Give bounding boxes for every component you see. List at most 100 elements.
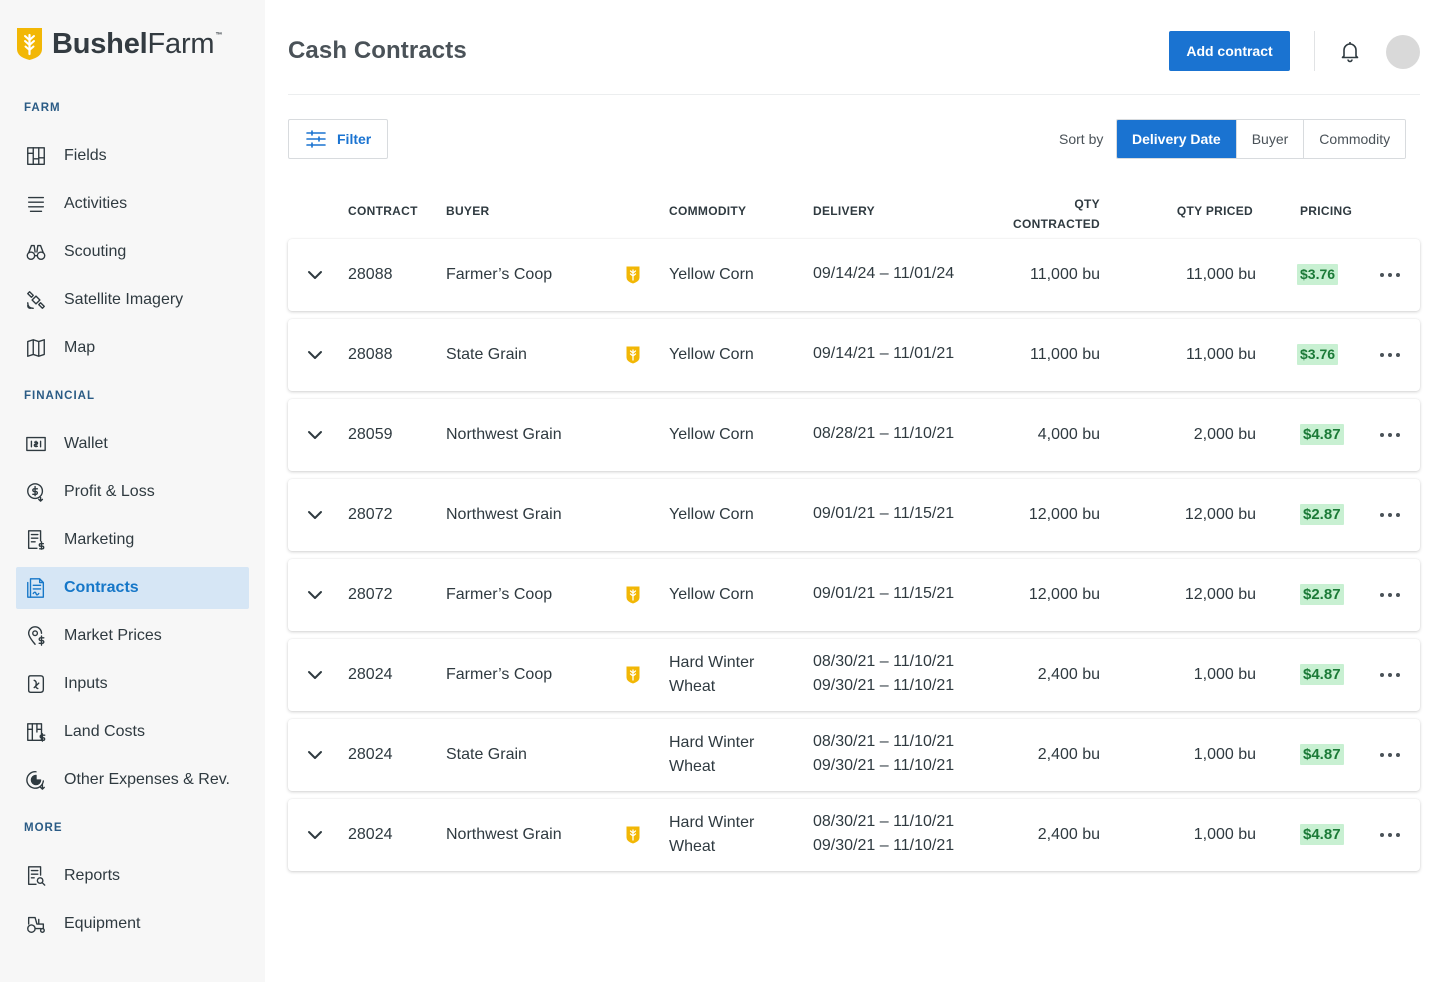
sidebar-item-marketing[interactable]: Marketing [16, 519, 249, 561]
commodity-line: Yellow Corn [669, 506, 754, 523]
sort-option-buyer[interactable]: Buyer [1235, 120, 1304, 158]
more-options-icon[interactable] [1379, 825, 1401, 845]
column-header-pricing[interactable]: PRICING [1300, 204, 1353, 218]
filter-label: Filter [337, 131, 372, 147]
chevron-down-icon[interactable] [305, 745, 325, 765]
table-row[interactable]: 28059 Northwest Grain Yellow Corn 08/28/21 … [288, 399, 1420, 471]
table-row[interactable]: 28024 Northwest Grain Hard Winter Wheat 08/3… [288, 799, 1420, 871]
sidebar-item-label: Contracts [64, 579, 139, 596]
column-header-delivery[interactable]: DELIVERY [813, 204, 875, 218]
commodity: Yellow Corn [669, 503, 754, 527]
more-options-icon[interactable] [1379, 505, 1401, 525]
chevron-down-icon[interactable] [305, 265, 325, 285]
more-options-icon[interactable] [1379, 425, 1401, 445]
filter-sliders-icon [306, 130, 326, 148]
delivery-range: 08/30/21 – 11/10/21 [813, 653, 955, 670]
table-row[interactable]: 28024 State Grain Hard Winter Wheat 08/30/21… [288, 719, 1420, 791]
more-options-icon[interactable] [1379, 345, 1401, 365]
sidebar-item-label: Other Expenses & Rev. [64, 771, 230, 788]
chevron-down-icon[interactable] [305, 665, 325, 685]
more-options-icon[interactable] [1379, 265, 1401, 285]
sidebar-item-activities[interactable]: Activities [16, 183, 249, 225]
column-header-contract[interactable]: CONTRACT [348, 204, 418, 218]
chevron-down-icon[interactable] [305, 345, 325, 365]
sidebar-item-contracts[interactable]: Contracts [16, 567, 249, 609]
marketing-icon [24, 528, 48, 552]
commodity: Yellow Corn [669, 343, 754, 367]
section-label-financial: FINANCIAL [24, 390, 95, 402]
table-row[interactable]: 28072 Farmer’s Coop Yellow Corn 09/01/21 – … [288, 559, 1420, 631]
delivery-range: 09/14/21 – 11/01/21 [813, 345, 955, 362]
chevron-down-icon[interactable] [305, 585, 325, 605]
price-badge: $4.87 [1300, 664, 1344, 685]
table-row[interactable]: 28072 Northwest Grain Yellow Corn 09/01/21 … [288, 479, 1420, 551]
sidebar-item-profit-loss[interactable]: Profit & Loss [16, 471, 249, 513]
sidebar-item-market-prices[interactable]: Market Prices [16, 615, 249, 657]
delivery-range: 09/01/21 – 11/15/21 [813, 505, 955, 522]
delivery-range: 08/28/21 – 11/10/21 [813, 425, 955, 442]
contract-number: 28059 [348, 426, 393, 443]
sidebar-item-map[interactable]: Map [16, 327, 249, 369]
commodity-line: Wheat [669, 838, 716, 855]
column-header-qty-contracted[interactable]: QTY CONTRACTED [1013, 194, 1100, 234]
sidebar-item-label: Wallet [64, 435, 108, 452]
more-options-icon[interactable] [1379, 665, 1401, 685]
delivery-range: 09/01/21 – 11/15/21 [813, 585, 955, 602]
sidebar-item-satellite-imagery[interactable]: Satellite Imagery [16, 279, 249, 321]
sort-option-commodity[interactable]: Commodity [1303, 120, 1406, 158]
delivery-dates: 09/14/21 – 11/01/21 [813, 342, 954, 366]
sidebar-item-equipment[interactable]: Equipment [16, 903, 249, 945]
delivery-dates: 08/30/21 – 11/10/21 09/30/21 – 11/10/21 [813, 730, 954, 778]
price-badge: $3.76 [1297, 264, 1339, 285]
buyer-name: State Grain [446, 346, 527, 363]
column-header-commodity[interactable]: COMMODITY [669, 204, 747, 218]
sidebar-item-label: Inputs [64, 675, 108, 692]
qty-priced: 1,000 bu [1193, 666, 1256, 683]
table-row[interactable]: 28024 Farmer’s Coop Hard Winter Wheat 08/30/… [288, 639, 1420, 711]
table-row[interactable]: 28088 Farmer’s Coop Yellow Corn 09/14/24 – … [288, 239, 1420, 311]
section-label-more: MORE [24, 822, 63, 834]
buyer-name: Northwest Grain [446, 426, 562, 443]
filter-button[interactable]: Filter [288, 119, 388, 159]
add-contract-button[interactable]: Add contract [1169, 31, 1290, 71]
buyer-name: Farmer’s Coop [446, 666, 553, 683]
header-divider-line [288, 94, 1420, 95]
column-header-contracted-line: CONTRACTED [1013, 217, 1100, 231]
sidebar-item-fields[interactable]: Fields [16, 135, 249, 177]
bushel-badge-icon [626, 826, 640, 844]
qty-priced: 1,000 bu [1193, 746, 1256, 763]
notifications-bell-icon[interactable] [1338, 39, 1362, 63]
brand-logo[interactable]: BushelFarm™ [16, 26, 222, 62]
sidebar-item-land-costs[interactable]: Land Costs [16, 711, 249, 753]
delivery-dates: 09/01/21 – 11/15/21 [813, 582, 954, 606]
chevron-down-icon[interactable] [305, 825, 325, 845]
column-header-buyer[interactable]: BUYER [446, 204, 490, 218]
binoculars-icon [24, 240, 48, 264]
sidebar-item-other-expenses-rev[interactable]: Other Expenses & Rev. [16, 759, 249, 801]
chevron-down-icon[interactable] [305, 505, 325, 525]
sidebar-item-scouting[interactable]: Scouting [16, 231, 249, 273]
table-row[interactable]: 28088 State Grain Yellow Corn 09/14/21 – 11… [288, 319, 1420, 391]
sidebar-item-label: Market Prices [64, 627, 162, 644]
commodity-line: Hard Winter [669, 814, 755, 831]
sidebar-item-inputs[interactable]: Inputs [16, 663, 249, 705]
bushel-badge-icon [626, 666, 640, 684]
delivery-dates: 09/01/21 – 11/15/21 [813, 502, 954, 526]
price-badge: $4.87 [1300, 824, 1344, 845]
commodity: Hard Winter Wheat [669, 811, 754, 859]
sidebar-item-label: Fields [64, 147, 107, 164]
sidebar-item-reports[interactable]: Reports [16, 855, 249, 897]
delivery-dates: 08/28/21 – 11/10/21 [813, 422, 954, 446]
buyer-name: Northwest Grain [446, 826, 562, 843]
more-options-icon[interactable] [1379, 745, 1401, 765]
sidebar-item-label: Equipment [64, 915, 141, 932]
column-header-qty-priced[interactable]: QTY PRICED [1176, 204, 1253, 218]
fields-icon [24, 144, 48, 168]
more-options-icon[interactable] [1379, 585, 1401, 605]
qty-priced: 2,000 bu [1193, 426, 1256, 443]
sidebar-item-wallet[interactable]: Wallet [16, 423, 249, 465]
user-avatar[interactable] [1386, 35, 1420, 69]
sort-option-delivery-date[interactable]: Delivery Date [1117, 120, 1236, 158]
contract-number: 28088 [348, 266, 393, 283]
chevron-down-icon[interactable] [305, 425, 325, 445]
